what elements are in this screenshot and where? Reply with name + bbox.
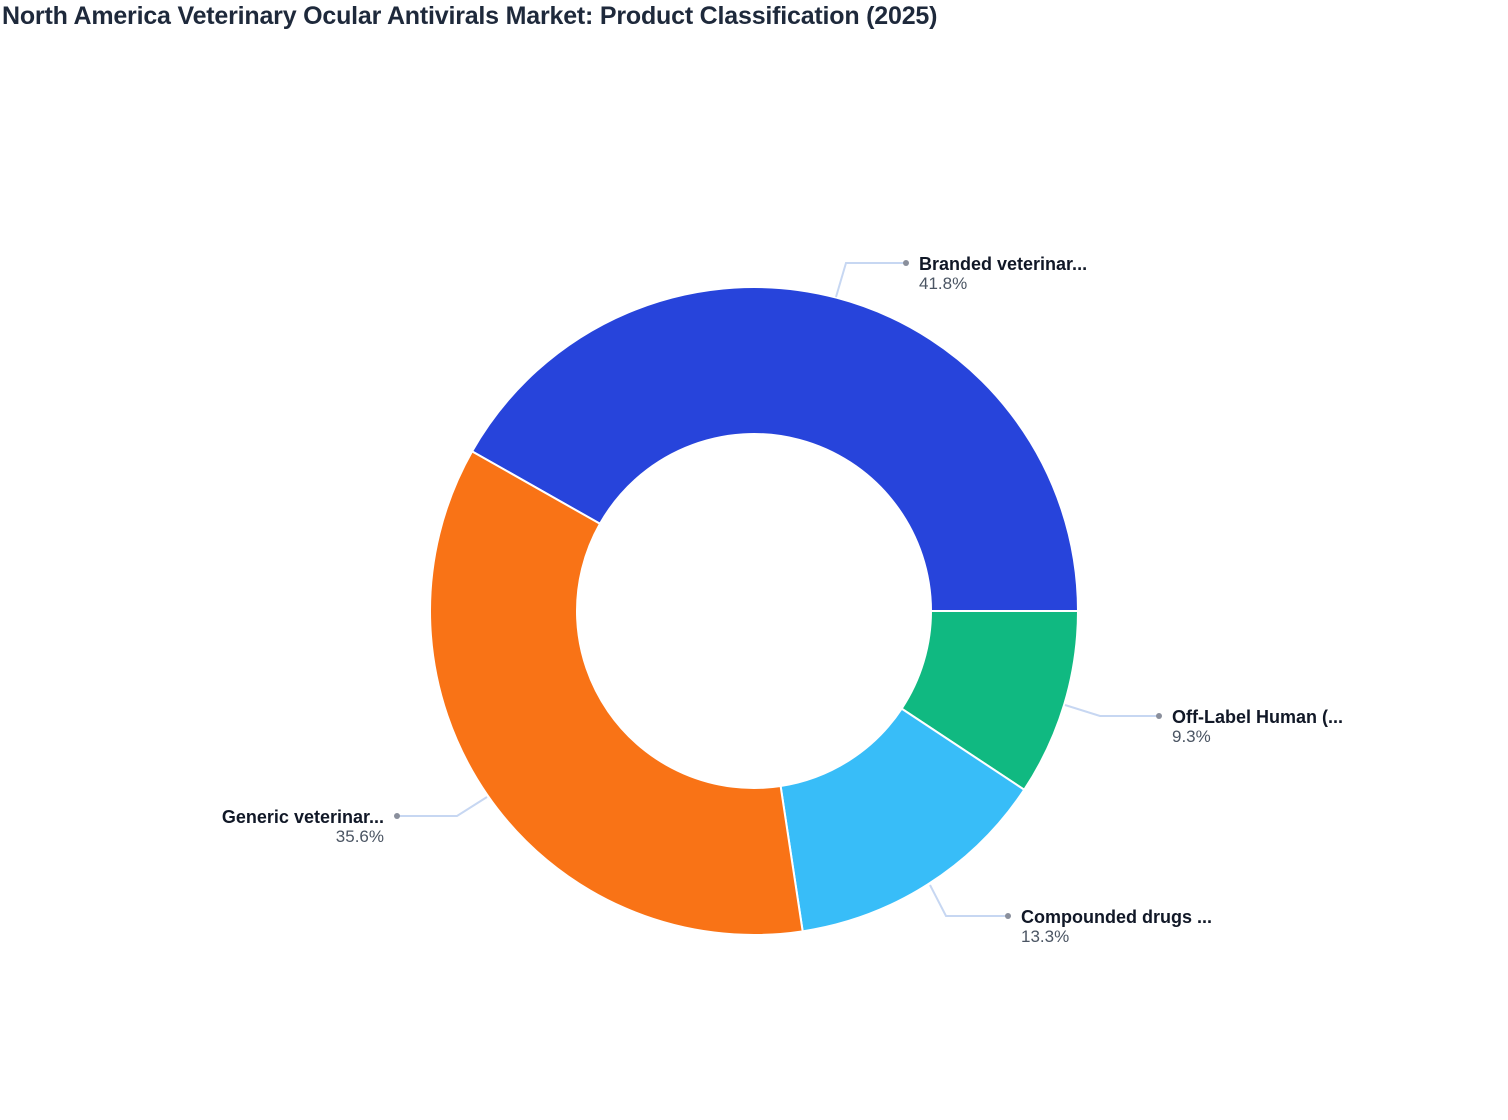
slice-generic[interactable]	[429, 449, 804, 936]
leader-lines	[394, 260, 1162, 919]
label-name: Generic veterinar...	[222, 807, 384, 827]
slice-label-generic: Generic veterinar... 35.6%	[222, 807, 384, 846]
leader-line-branded	[835, 262, 906, 298]
label-name: Branded veterinar...	[919, 254, 1087, 274]
leader-dot-off-label-human	[1156, 713, 1162, 719]
label-percent: 41.8%	[919, 274, 967, 293]
slice-label-branded: Branded veterinar... 41.8%	[919, 254, 1087, 293]
label-name: Compounded drugs ...	[1021, 907, 1212, 927]
leader-line-off-label-human	[1064, 704, 1159, 717]
leader-dot-branded	[903, 260, 909, 266]
slice-label-compounded: Compounded drugs ... 13.3%	[1021, 907, 1212, 946]
leader-dot-compounded	[1005, 913, 1011, 919]
slice-compounded[interactable]	[779, 707, 1026, 933]
label-percent: 9.3%	[1172, 727, 1211, 746]
label-name: Off-Label Human (...	[1172, 707, 1343, 727]
leader-line-compounded	[929, 884, 1008, 917]
label-percent: 35.6%	[336, 827, 384, 846]
leader-line-generic	[397, 796, 488, 817]
slice-branded[interactable]	[470, 286, 1080, 612]
leader-dot-generic	[394, 813, 400, 819]
slice-label-off-label-human: Off-Label Human (... 9.3%	[1172, 707, 1343, 746]
label-percent: 13.3%	[1021, 927, 1069, 946]
donut-slices	[429, 286, 1080, 936]
chart-title: North America Veterinary Ocular Antivira…	[2, 2, 938, 30]
